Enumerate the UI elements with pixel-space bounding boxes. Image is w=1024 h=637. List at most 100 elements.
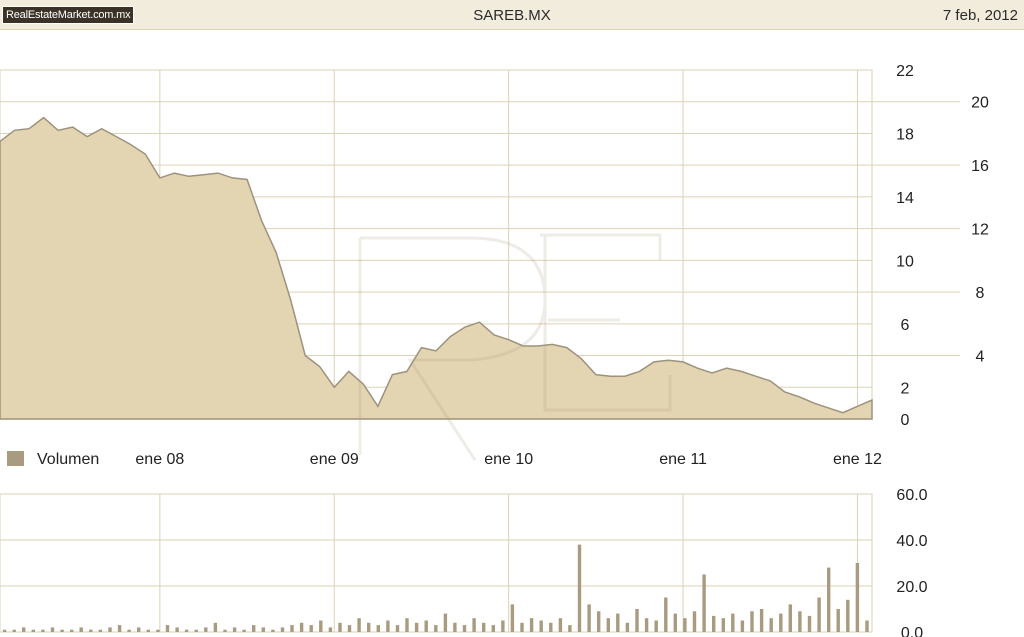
volume-bar bbox=[252, 625, 256, 632]
volume-bar bbox=[367, 622, 371, 632]
volume-bar bbox=[242, 629, 246, 632]
volume-bar bbox=[204, 627, 208, 632]
price-tick-label-right: 12 bbox=[971, 222, 989, 239]
volume-bar bbox=[223, 629, 227, 632]
volume-bar bbox=[836, 609, 840, 632]
volume-bar bbox=[70, 629, 74, 632]
volume-bar bbox=[89, 629, 93, 632]
volume-bar bbox=[712, 615, 716, 632]
volume-bar bbox=[510, 604, 515, 632]
volume-bar bbox=[597, 611, 601, 632]
volume-bar bbox=[22, 627, 26, 632]
volume-bar bbox=[434, 625, 438, 632]
volume-bar bbox=[846, 599, 850, 632]
volume-bar bbox=[60, 629, 64, 632]
price-tick-label: 14 bbox=[896, 190, 914, 207]
price-axis-labels: 0 2 6 10 14 18 22 4 8 12 16 20 bbox=[896, 63, 989, 429]
volume-bar bbox=[357, 618, 361, 632]
volume-bar bbox=[865, 620, 869, 632]
volume-bar bbox=[721, 618, 725, 632]
volume-bar bbox=[807, 615, 812, 632]
x-tick-label: ene 11 bbox=[659, 451, 707, 468]
price-tick-label: 18 bbox=[896, 126, 914, 143]
volume-bar bbox=[79, 627, 83, 632]
volume-bar bbox=[50, 627, 55, 632]
volume-legend: Volumen bbox=[7, 451, 99, 468]
volume-bar bbox=[702, 574, 706, 632]
price-area bbox=[0, 116, 873, 420]
volume-bar bbox=[184, 629, 189, 632]
volume-axis-labels: 0.0 20.0 40.0 60.0 bbox=[896, 487, 927, 637]
volume-bar bbox=[156, 629, 160, 632]
price-tick-label: 22 bbox=[896, 63, 914, 80]
volume-bar bbox=[347, 625, 352, 632]
volume-bar bbox=[472, 618, 476, 632]
volume-bar bbox=[146, 629, 150, 632]
volume-bar bbox=[98, 629, 103, 632]
volume-bar bbox=[731, 613, 735, 632]
volume-bar bbox=[664, 597, 668, 632]
volume-bar bbox=[587, 604, 591, 632]
volume-bar bbox=[817, 597, 821, 632]
volume-bar bbox=[606, 618, 610, 632]
watermark-logo bbox=[358, 233, 672, 461]
chart-date: 7 feb, 2012 bbox=[942, 7, 1018, 24]
volume-bar bbox=[779, 613, 783, 632]
volume-bar bbox=[31, 629, 35, 632]
volume-bar bbox=[673, 613, 677, 632]
volume-bar bbox=[491, 625, 495, 632]
volume-bar bbox=[376, 625, 380, 632]
price-tick-label-right: 4 bbox=[976, 349, 985, 366]
volume-bar bbox=[692, 611, 697, 632]
volume-bar bbox=[280, 627, 285, 632]
volume-bar bbox=[788, 604, 792, 632]
volume-bar bbox=[529, 618, 534, 632]
volume-bar bbox=[414, 622, 419, 632]
price-tick-label: 2 bbox=[901, 380, 910, 397]
price-tick-label-right: 8 bbox=[976, 285, 985, 302]
volume-legend-swatch bbox=[7, 451, 24, 466]
volume-tick-label: 40.0 bbox=[896, 533, 927, 550]
volume-bar bbox=[501, 620, 505, 632]
volume-bar bbox=[577, 544, 582, 632]
volume-bar bbox=[759, 609, 764, 632]
volume-bar bbox=[740, 620, 745, 632]
volume-bar bbox=[175, 627, 179, 632]
volume-bar bbox=[12, 629, 16, 632]
volume-bar bbox=[482, 622, 486, 632]
volume-bar bbox=[117, 625, 122, 632]
volume-bar bbox=[41, 629, 45, 632]
volume-bar bbox=[625, 622, 630, 632]
volume-bar bbox=[261, 627, 265, 632]
volume-legend-label: Volumen bbox=[37, 451, 99, 468]
volume-bar bbox=[827, 567, 831, 632]
volume-bar bbox=[328, 627, 333, 632]
volume-bar bbox=[568, 625, 572, 632]
volume-bar bbox=[137, 627, 141, 632]
chart-header: RealEstateMarket.com.mx SAREB.MX 7 feb, … bbox=[0, 0, 1024, 30]
volume-bar bbox=[769, 618, 773, 632]
volume-bar bbox=[558, 618, 563, 632]
volume-bar bbox=[395, 625, 400, 632]
volume-bar bbox=[194, 629, 198, 632]
volume-bar bbox=[127, 629, 131, 632]
volume-bar bbox=[338, 622, 342, 632]
volume-bar bbox=[616, 613, 620, 632]
chart-title: SAREB.MX bbox=[473, 7, 551, 24]
volume-bar bbox=[644, 618, 649, 632]
x-tick-label: ene 12 bbox=[833, 451, 882, 468]
x-axis-labels: ene 08 ene 09 ene 10 ene 11 ene 12 bbox=[135, 451, 882, 468]
volume-bar bbox=[539, 620, 543, 632]
volume-bar bbox=[453, 622, 457, 632]
volume-tick-label: 60.0 bbox=[896, 487, 927, 504]
volume-bar bbox=[2, 629, 7, 632]
volume-bar bbox=[462, 625, 467, 632]
volume-bar bbox=[549, 622, 553, 632]
price-tick-label-right: 20 bbox=[971, 95, 989, 112]
volume-bar bbox=[798, 611, 802, 632]
volume-bar bbox=[271, 629, 275, 632]
price-tick-label: 6 bbox=[901, 317, 910, 334]
volume-bar bbox=[855, 563, 860, 632]
volume-bar bbox=[299, 622, 304, 632]
price-tick-label-right: 16 bbox=[971, 158, 989, 175]
